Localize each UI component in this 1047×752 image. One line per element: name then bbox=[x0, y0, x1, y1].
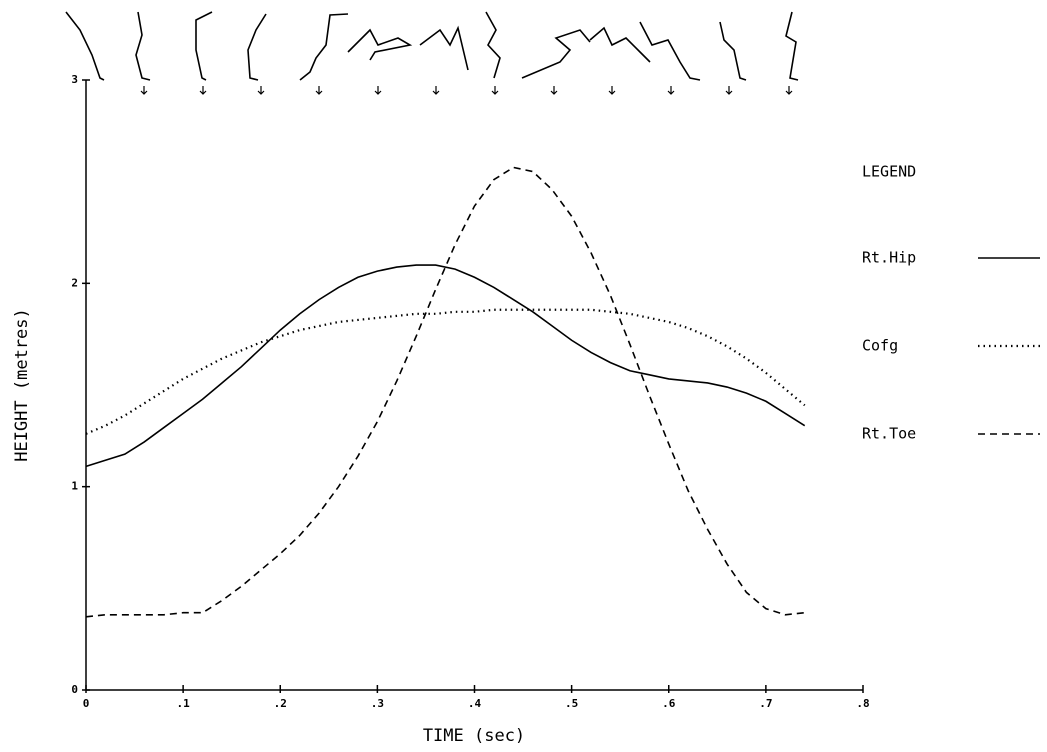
x-tick-label: .1 bbox=[177, 697, 191, 710]
x-tick-label: .6 bbox=[662, 697, 676, 710]
stick-figure bbox=[65, 11, 105, 81]
stick-figure bbox=[419, 25, 469, 71]
x-axis-label: TIME (sec) bbox=[423, 726, 525, 746]
x-tick-label: .4 bbox=[468, 697, 482, 710]
stick-figure bbox=[589, 26, 651, 63]
stick-figure bbox=[347, 28, 413, 61]
legend-label: Rt.Toe bbox=[862, 425, 916, 443]
data-line bbox=[85, 166, 805, 618]
stick-figure bbox=[785, 11, 799, 81]
frame-arrow bbox=[140, 86, 793, 95]
legend-label: Cofg bbox=[862, 337, 898, 355]
legend-label: Rt.Hip bbox=[862, 249, 916, 267]
data-line bbox=[85, 308, 806, 435]
stick-figure bbox=[639, 21, 701, 81]
y-tick-label: 3 bbox=[71, 73, 78, 86]
stick-figures bbox=[65, 11, 799, 81]
y-axis-label: HEIGHT (metres) bbox=[12, 308, 32, 462]
stick-figure bbox=[719, 21, 747, 81]
y-tick-label: 0 bbox=[71, 683, 78, 696]
x-tick-label: .2 bbox=[274, 697, 287, 710]
x-tick-label: .8 bbox=[856, 697, 869, 710]
x-tick-label: .7 bbox=[759, 697, 772, 710]
x-tick-label: .3 bbox=[371, 697, 384, 710]
stick-figure bbox=[195, 11, 213, 81]
stick-figure bbox=[485, 11, 501, 79]
frame-arrows bbox=[140, 86, 793, 95]
y-tick-label: 2 bbox=[71, 276, 78, 289]
stick-figure bbox=[247, 13, 267, 81]
stick-figure bbox=[521, 29, 591, 79]
legend-title: LEGEND bbox=[862, 163, 916, 181]
stick-figure bbox=[299, 13, 349, 81]
data-line bbox=[85, 264, 806, 468]
y-tick-label: 1 bbox=[71, 480, 78, 493]
x-tick-label: 0 bbox=[83, 697, 90, 710]
x-tick-label: .5 bbox=[565, 697, 578, 710]
stick-figure bbox=[135, 11, 151, 81]
